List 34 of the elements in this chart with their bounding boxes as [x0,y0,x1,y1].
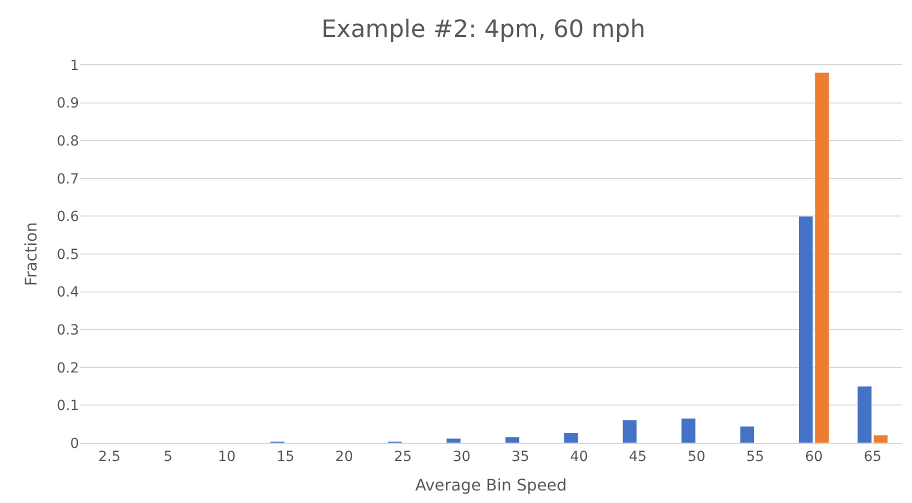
y-tick-label: 0.6 [56,209,80,226]
y-tick-label: 0.1 [56,398,79,414]
bar [622,420,638,443]
chart-title: Example #2: 4pm, 60 mph [321,14,646,43]
x-tick-label: 45 [628,448,647,465]
x-tick-label: 30 [452,448,471,465]
x-tick-label: 10 [218,448,236,465]
bar [504,436,520,443]
x-tick-label: 50 [688,448,706,465]
x-tick-label: 60 [805,448,823,465]
x-tick-label: 15 [276,448,294,465]
x-tick-label: 40 [570,448,588,465]
y-tick-label: 0.4 [56,284,80,301]
y-tick-label: 0.5 [56,246,79,263]
y-tick-label: 0.9 [56,96,79,112]
bar [740,426,754,443]
bar [681,418,696,443]
x-axis-title: Average Bin Speed [415,476,567,494]
x-tick-label: 25 [394,448,412,465]
y-tick-label: 0.3 [56,322,79,338]
x-tick-label: 2.5 [98,448,120,465]
y-tick-label: 0.8 [56,134,79,150]
y-tick-label: 1 [70,58,79,74]
x-tick-label: 20 [335,448,354,465]
x-tick-label: 5 [164,448,173,465]
x-tick-label: 65 [864,448,882,465]
y-axis-title: Fraction [22,222,41,286]
y-tick-label: 0.2 [56,360,79,376]
bar [446,438,461,443]
x-tick-label: 55 [746,448,764,465]
bar [564,432,578,443]
y-tick-label: 0.7 [56,171,79,188]
x-tick-label: 35 [511,448,530,465]
y-tick-label: 0 [70,436,79,452]
